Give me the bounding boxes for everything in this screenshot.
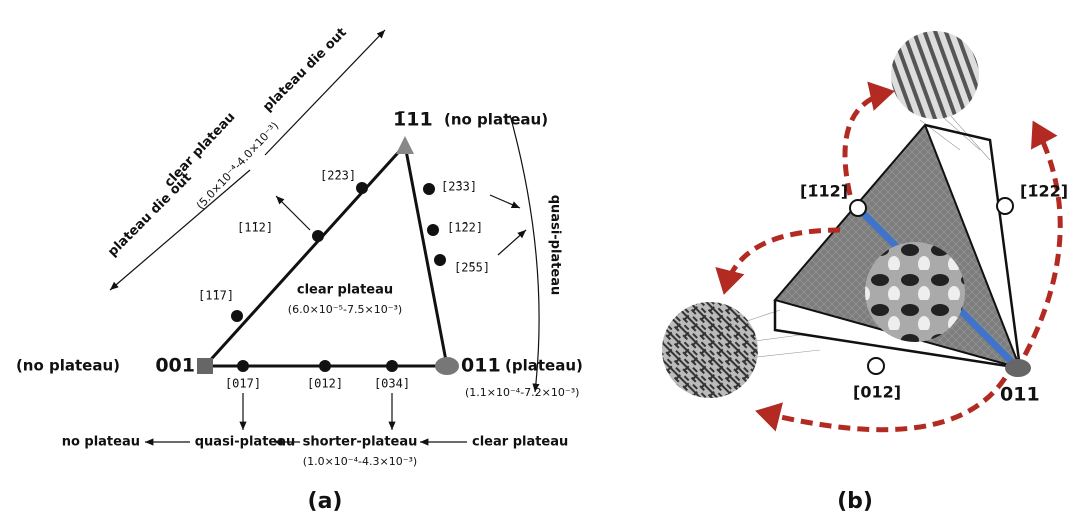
point (868, 358, 884, 374)
vertex-marker (396, 136, 414, 154)
point (231, 310, 243, 322)
figure: 001 (no plateau) 011 (plateau) (1.1×10⁻⁴… (0, 0, 1084, 524)
caption: (b) (837, 489, 873, 514)
point-label: [017] (225, 377, 261, 391)
caption: (a) (308, 489, 343, 514)
center-label: clear plateau (297, 283, 393, 298)
die-out: plateau die out (260, 25, 350, 115)
point-label: [012] (307, 377, 343, 391)
vertex-marker (435, 357, 459, 375)
vertex-label: 011 (461, 355, 501, 377)
chain-range: (1.0×10⁻⁴-4.3×10⁻³) (303, 455, 417, 468)
point (386, 360, 398, 372)
point (423, 183, 435, 195)
point (434, 254, 446, 266)
point-label: [012] (853, 383, 901, 402)
point-label: [2̄55] (454, 261, 490, 275)
point-label: [2̄23] (320, 169, 356, 183)
point (237, 360, 249, 372)
vertex-label: 011 (1000, 384, 1040, 406)
note: (1.1×10⁻⁴-7.2×10⁻³) (465, 386, 579, 399)
chain-label: shorter-plateau (303, 435, 418, 450)
point-label: [1̄22] (1020, 182, 1068, 201)
vertex-marker (197, 358, 213, 374)
note: (plateau) (505, 357, 583, 375)
vertex-label: 001 (155, 355, 195, 377)
vertex-label: 1̄11 (393, 109, 433, 131)
center-range: (6.0×10⁻⁵-7.5×10⁻³) (288, 303, 402, 316)
chain-label: no plateau (62, 435, 140, 450)
chain-label: quasi-plateau (195, 435, 296, 450)
die-out: plateau die out (105, 170, 195, 260)
point-label: [2̄33] (441, 180, 477, 194)
point (319, 360, 331, 372)
side-label: quasi-plateau (548, 195, 563, 296)
micrograph (891, 31, 979, 119)
point-label: [034] (374, 377, 410, 391)
point-label: [1̄22] (447, 221, 483, 235)
point (427, 224, 439, 236)
point (356, 182, 368, 194)
point-label: [1̄12] (237, 221, 273, 235)
note: (no plateau) (444, 111, 548, 129)
micrograph (662, 302, 758, 398)
panel-a-text: 001 (no plateau) 011 (plateau) (1.1×10⁻⁴… (16, 25, 583, 514)
note: (no plateau) (16, 357, 120, 375)
chain-label: clear plateau (472, 435, 568, 450)
vertex-marker (1005, 359, 1031, 377)
point (997, 198, 1013, 214)
point-label: [1̄12] (800, 182, 848, 201)
point (850, 200, 866, 216)
point (312, 230, 324, 242)
point-label: [1̄17] (198, 289, 234, 303)
micrograph (865, 242, 965, 342)
panel-b: [1̄12] [1̄22] [012] 011 (b) (662, 31, 1068, 514)
